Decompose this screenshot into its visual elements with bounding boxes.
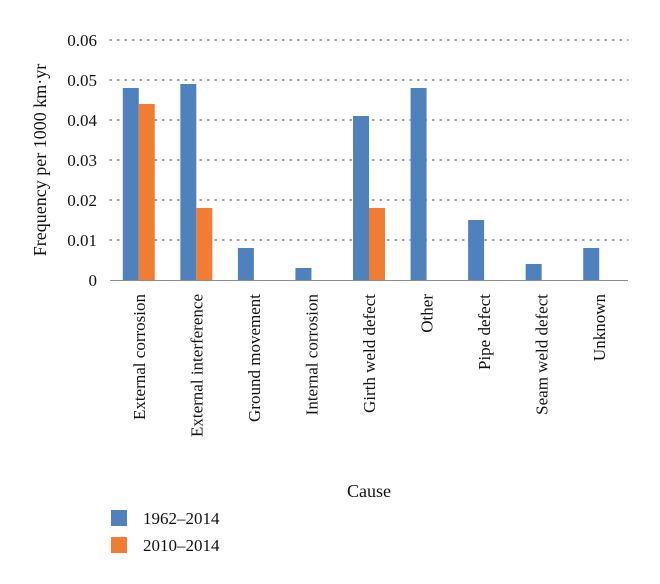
- bar-series-1: [468, 220, 485, 280]
- category-labels: External corrosion External interference G…: [130, 294, 609, 437]
- bar-series-1: [410, 88, 427, 280]
- bar-series-1: [353, 116, 369, 280]
- y-tick-label: 0.04: [67, 111, 97, 130]
- y-tick-label: 0.03: [67, 151, 97, 170]
- bar-series-2: [138, 104, 155, 280]
- legend-swatch: [111, 510, 127, 526]
- bars: [122, 84, 600, 280]
- legend: 1962–2014 2010–2014: [111, 509, 220, 555]
- legend-label: 1962–2014: [143, 509, 220, 528]
- bar-series-1: [237, 248, 254, 280]
- category-label: External interference: [187, 294, 206, 437]
- bar-series-1: [583, 248, 600, 280]
- y-tick-label: 0.06: [67, 31, 97, 50]
- bar-series-1: [525, 264, 542, 280]
- x-axis-title: Cause: [347, 481, 391, 501]
- y-tick-label: 0.05: [67, 71, 97, 90]
- legend-label: 2010–2014: [143, 536, 220, 555]
- bar-series-2: [196, 208, 213, 280]
- category-label: Seam weld defect: [533, 294, 552, 415]
- category-label: Pipe defect: [475, 294, 494, 370]
- category-label: Internal corrosion: [302, 294, 321, 416]
- category-label: Unknown: [590, 294, 609, 362]
- bar-series-1: [295, 268, 312, 280]
- legend-swatch: [111, 537, 127, 553]
- category-label: External corrosion: [130, 294, 149, 421]
- category-label: Other: [418, 294, 437, 333]
- category-label: Girth weld defect: [360, 294, 379, 413]
- bar-series-1: [180, 84, 197, 280]
- y-tick-label: 0: [89, 271, 98, 290]
- bar-series-2: [369, 208, 385, 280]
- y-tick-labels: 0 0.01 0.02 0.03 0.04 0.05 0.06: [67, 31, 97, 290]
- bar-series-1: [122, 88, 139, 280]
- y-tick-label: 0.02: [67, 191, 97, 210]
- y-tick-label: 0.01: [67, 231, 97, 250]
- y-axis-title: Frequency per 1000 km·yr: [30, 64, 50, 256]
- category-label: Ground movement: [245, 294, 264, 422]
